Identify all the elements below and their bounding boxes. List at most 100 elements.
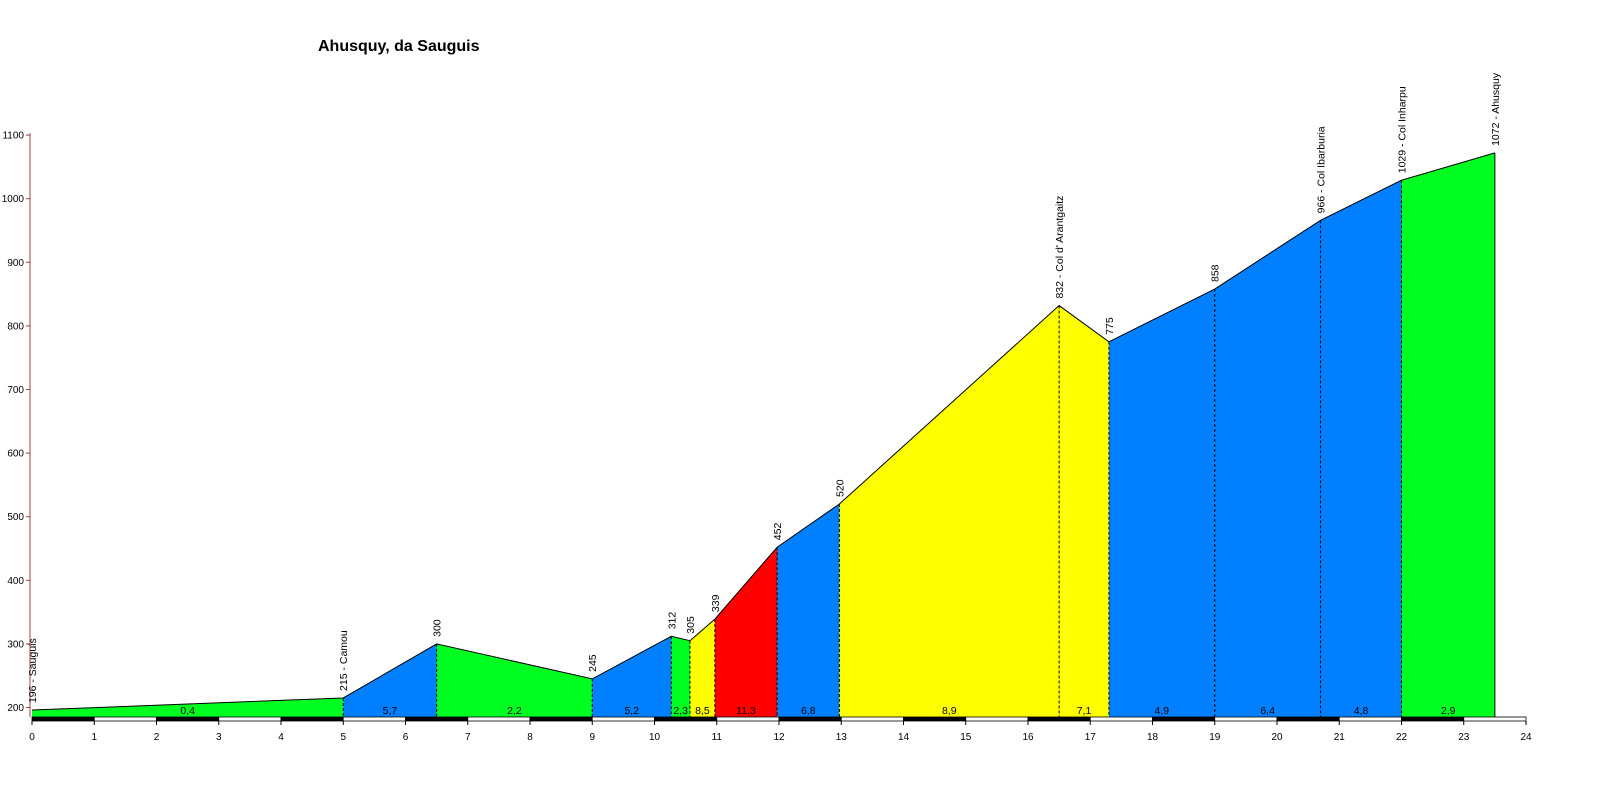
x-tick-label-13: 13 bbox=[836, 732, 848, 743]
labels-layer: 0,4 5,7 2,2 5,2 2,3 8,5 11,3 6,8 8,9 7,1 4,9 6,4 4,8… bbox=[27, 72, 1502, 717]
x-tick-label-11: 11 bbox=[712, 732, 723, 743]
y-tick-label-1100: 1100 bbox=[2, 131, 24, 142]
y-tick-label-200: 200 bbox=[7, 703, 24, 714]
x-tick-label-4: 4 bbox=[278, 732, 284, 743]
point-label-10: 775 bbox=[1104, 317, 1116, 335]
km-bar-10 bbox=[654, 716, 718, 722]
grade-label-12: 4,8 bbox=[1354, 705, 1369, 717]
segment-area-10 bbox=[1108, 289, 1215, 717]
segment-area-7 bbox=[777, 503, 840, 717]
segment-area-11 bbox=[1214, 220, 1321, 717]
x-tick-label-16: 16 bbox=[1022, 732, 1034, 743]
km-bar-16 bbox=[1027, 716, 1091, 722]
segment-area-13 bbox=[1401, 152, 1495, 717]
point-label-5: 305 bbox=[685, 616, 697, 634]
km-bar-18 bbox=[1152, 716, 1216, 722]
x-tick-label-22: 22 bbox=[1396, 732, 1408, 743]
point-label-13: 1029 - Col Inharpu bbox=[1397, 86, 1409, 173]
grade-label-5: 8,5 bbox=[695, 705, 710, 717]
x-tick-label-24: 24 bbox=[1520, 732, 1532, 743]
km-bar-0 bbox=[31, 716, 95, 722]
x-tick-label-0: 0 bbox=[29, 732, 35, 743]
grade-label-3: 5,2 bbox=[624, 705, 639, 717]
x-tick-label-10: 10 bbox=[649, 732, 661, 743]
grade-label-1: 5,7 bbox=[383, 705, 398, 717]
x-tick-label-14: 14 bbox=[898, 732, 910, 743]
point-label-0: 196 - Sauguis bbox=[27, 638, 39, 703]
grade-label-2: 2,2 bbox=[507, 705, 522, 717]
km-bar-15 bbox=[965, 716, 1029, 722]
km-bar-12 bbox=[778, 716, 842, 722]
x-tick-label-2: 2 bbox=[154, 732, 160, 743]
grade-label-4: 2,3 bbox=[673, 705, 688, 717]
point-label-8: 520 bbox=[834, 479, 846, 497]
km-bar-1 bbox=[93, 716, 157, 722]
km-bar-4 bbox=[280, 716, 344, 722]
grade-label-8: 8,9 bbox=[942, 705, 957, 717]
point-label-1: 215 - Camou bbox=[338, 630, 350, 691]
grade-label-7: 6,8 bbox=[801, 705, 816, 717]
segment-area-8 bbox=[839, 305, 1060, 717]
x-tick-label-12: 12 bbox=[773, 732, 785, 743]
y-tick-label-800: 800 bbox=[7, 321, 24, 332]
x-tick-label-7: 7 bbox=[465, 732, 471, 743]
segment-area-2 bbox=[436, 643, 593, 717]
point-label-9: 832 - Col d' Arantgaitz bbox=[1054, 196, 1066, 299]
y-tick-label-600: 600 bbox=[7, 449, 24, 460]
y-tick-label-400: 400 bbox=[7, 576, 24, 587]
segment-area-1 bbox=[343, 643, 437, 717]
km-bar-23 bbox=[1463, 716, 1527, 722]
point-label-7: 452 bbox=[772, 523, 784, 541]
grade-label-6: 11,3 bbox=[736, 705, 756, 717]
grade-label-0: 0,4 bbox=[180, 705, 195, 717]
grade-label-11: 6,4 bbox=[1260, 705, 1275, 717]
km-bar-19 bbox=[1214, 716, 1278, 722]
km-bar-13 bbox=[840, 716, 904, 722]
x-tick-label-19: 19 bbox=[1209, 732, 1221, 743]
km-bar-9 bbox=[591, 716, 655, 722]
x-tick-label-1: 1 bbox=[91, 732, 97, 743]
segment-area-12 bbox=[1320, 180, 1402, 718]
x-tick-label-18: 18 bbox=[1147, 732, 1159, 743]
y-tick-label-900: 900 bbox=[7, 258, 24, 269]
point-label-3: 245 bbox=[587, 654, 599, 672]
km-bar-7 bbox=[467, 716, 531, 722]
y-tick-label-700: 700 bbox=[7, 385, 24, 396]
km-bar-17 bbox=[1089, 716, 1153, 722]
segment-area-9 bbox=[1059, 305, 1109, 717]
point-label-12: 966 - Col Ibarburia bbox=[1316, 126, 1328, 213]
segment-area-4 bbox=[671, 636, 690, 717]
point-label-6: 339 bbox=[710, 594, 722, 612]
segment-area-3 bbox=[592, 636, 672, 717]
x-tick-label-6: 6 bbox=[403, 732, 409, 743]
grade-label-10: 4,9 bbox=[1155, 705, 1170, 717]
y-tick-label-300: 300 bbox=[7, 639, 24, 650]
x-tick-label-15: 15 bbox=[960, 732, 972, 743]
km-bar-20 bbox=[1276, 716, 1340, 722]
x-tick-label-20: 20 bbox=[1271, 732, 1283, 743]
segment-area-6 bbox=[714, 547, 778, 717]
x-tick-label-3: 3 bbox=[216, 732, 222, 743]
point-label-14: 1072 - Ahusquy bbox=[1490, 72, 1502, 146]
km-bar-5 bbox=[342, 716, 406, 722]
x-tick-label-9: 9 bbox=[589, 732, 595, 743]
chart-title: Ahusquy, da Sauguis bbox=[318, 38, 480, 55]
x-tick-label-21: 21 bbox=[1334, 732, 1346, 743]
y-tick-label-500: 500 bbox=[7, 512, 24, 523]
x-tick-label-5: 5 bbox=[340, 732, 346, 743]
km-bar-11 bbox=[716, 716, 780, 722]
km-bar-2 bbox=[156, 716, 220, 722]
km-bar-6 bbox=[405, 716, 469, 722]
y-tick-label-1000: 1000 bbox=[2, 194, 25, 205]
segment-area-0 bbox=[32, 697, 344, 717]
point-label-4: 312 bbox=[666, 612, 678, 630]
km-bar-14 bbox=[903, 716, 967, 722]
x-tick-label-17: 17 bbox=[1085, 732, 1097, 743]
x-tick-label-23: 23 bbox=[1458, 732, 1470, 743]
km-bar-22 bbox=[1401, 716, 1465, 722]
segments-layer bbox=[31, 152, 1496, 718]
grade-label-9: 7,1 bbox=[1077, 705, 1092, 717]
point-label-2: 300 bbox=[432, 619, 444, 637]
